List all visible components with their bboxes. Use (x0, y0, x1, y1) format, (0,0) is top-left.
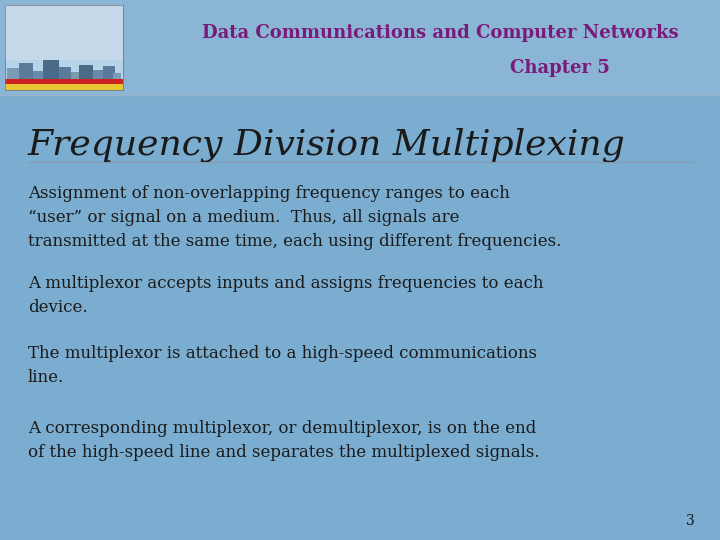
Text: Assignment of non-overlapping frequency ranges to each
“user” or signal on a med: Assignment of non-overlapping frequency … (28, 185, 562, 251)
Bar (43, 60, 59, 82)
Text: 3: 3 (686, 514, 695, 528)
Bar (33, 71, 43, 82)
Text: Frequency Division Multiplexing: Frequency Division Multiplexing (28, 128, 626, 162)
Text: Data Communications and Computer Networks: Data Communications and Computer Network… (202, 24, 678, 42)
Bar (5, 80, 123, 90)
Polygon shape (0, 0, 720, 95)
Bar (7, 68, 19, 82)
Bar (5, 5, 123, 90)
Bar (5, 5, 123, 90)
Bar (79, 64, 93, 82)
Bar (5, 5, 123, 60)
Bar (71, 72, 79, 82)
Bar (19, 63, 33, 82)
Bar (5, 84, 123, 90)
Text: A corresponding multiplexor, or demultiplexor, is on the end
of the high-speed l: A corresponding multiplexor, or demultip… (28, 420, 539, 461)
Text: The multiplexor is attached to a high-speed communications
line.: The multiplexor is attached to a high-sp… (28, 345, 537, 386)
Text: Chapter 5: Chapter 5 (510, 59, 610, 77)
Bar (113, 73, 121, 82)
Bar (59, 67, 71, 82)
Bar (103, 66, 115, 82)
Bar (5, 79, 123, 84)
Text: A multiplexor accepts inputs and assigns frequencies to each
device.: A multiplexor accepts inputs and assigns… (28, 275, 544, 316)
Bar (93, 70, 103, 82)
